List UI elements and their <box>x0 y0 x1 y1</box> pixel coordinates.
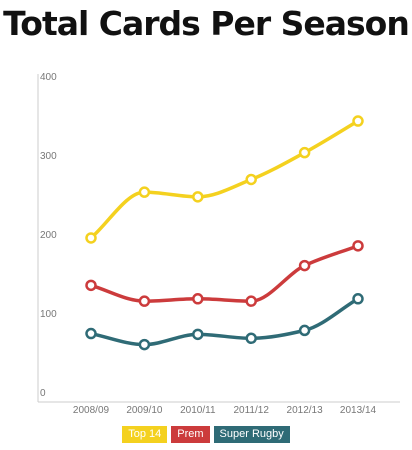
data-point-prem <box>138 295 151 307</box>
data-point-super-rugby <box>352 293 364 305</box>
y-tick-label: 300 <box>40 151 57 162</box>
data-point-prem <box>85 279 97 292</box>
data-point-super-rugby <box>192 328 204 341</box>
y-axis-ticks: 0 100 200 300 400 <box>40 72 57 399</box>
data-point-super-rugby <box>138 338 151 351</box>
y-tick-label: 0 <box>40 388 46 399</box>
x-tick-label: 2012/13 <box>287 405 324 416</box>
data-point-prem <box>352 240 364 252</box>
data-point-top-14 <box>298 146 311 159</box>
x-tick-label: 2010/11 <box>180 405 216 416</box>
y-tick-label: 400 <box>40 72 57 83</box>
data-point-super-rugby <box>245 332 257 345</box>
data-point-top-14 <box>85 232 97 244</box>
chart-axes <box>37 74 400 403</box>
x-tick-label: 2009/10 <box>126 405 163 416</box>
legend-item-top-14: Top 14 <box>122 426 168 443</box>
series-points <box>85 115 364 351</box>
data-point-top-14 <box>138 186 151 198</box>
data-point-top-14 <box>245 173 257 186</box>
legend-item-super-rugby: Super Rugby <box>213 426 290 443</box>
series-line-prem <box>89 244 360 303</box>
data-point-prem <box>245 295 257 307</box>
data-point-prem <box>192 293 204 305</box>
legend-item-prem: Prem <box>171 426 210 443</box>
data-point-top-14 <box>352 115 364 127</box>
x-tick-label: 2013/14 <box>340 405 377 416</box>
series-lines <box>89 119 360 347</box>
data-point-top-14 <box>192 191 204 203</box>
data-point-super-rugby <box>298 324 311 337</box>
x-axis-ticks: 2008/09 2009/10 2010/11 2011/12 2012/13 2013/… <box>73 405 377 416</box>
y-tick-label: 200 <box>40 230 57 241</box>
data-point-super-rugby <box>85 327 97 340</box>
chart-title: Total Cards Per Season <box>3 4 410 43</box>
chart-legend: Top 14 Prem Super Rugby <box>0 426 412 443</box>
series-line-super-rugby <box>89 297 360 347</box>
x-tick-label: 2008/09 <box>73 405 110 416</box>
x-tick-label: 2011/12 <box>233 405 269 416</box>
y-tick-label: 100 <box>40 309 57 320</box>
series-line-top-14 <box>89 119 360 240</box>
data-point-prem <box>298 259 311 272</box>
